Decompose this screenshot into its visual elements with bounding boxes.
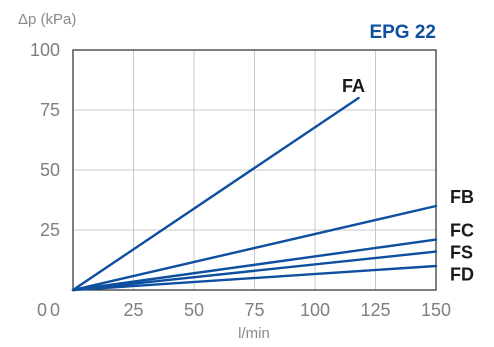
y-tick-label: 75 — [40, 100, 60, 120]
series-line-fa — [71, 96, 360, 292]
grid — [73, 50, 436, 290]
series-label-fs: FS — [450, 243, 473, 263]
y-tick-label: 0 — [50, 300, 60, 320]
y-axis-label: Δp (kPa) — [18, 11, 76, 28]
series-label-fa: FA — [342, 76, 365, 96]
x-tick-label: 150 — [421, 300, 451, 320]
series-line-fb — [71, 204, 438, 292]
series-label-fb: FB — [450, 187, 474, 207]
x-axis-label: l/min — [238, 325, 270, 342]
tick-labels: 0 25 50 75 100 125 150 0 25 50 75 100 — [30, 40, 451, 320]
series-lines — [71, 96, 438, 292]
series-line-fs — [71, 250, 438, 292]
series-label-fc: FC — [450, 221, 474, 241]
x-tick-label: 0 — [37, 300, 47, 320]
y-tick-label: 25 — [40, 220, 60, 240]
x-tick-label: 50 — [184, 300, 204, 320]
series-line-fc — [71, 238, 438, 292]
plot-frame — [72, 49, 437, 291]
chart-title: EPG 22 — [369, 22, 436, 43]
series-line-fd — [71, 264, 438, 292]
x-tick-label: 125 — [360, 300, 390, 320]
y-tick-label: 100 — [30, 40, 60, 60]
x-tick-label: 75 — [244, 300, 264, 320]
x-tick-label: 100 — [300, 300, 330, 320]
x-tick-label: 25 — [123, 300, 143, 320]
series-label-fd: FD — [450, 265, 474, 285]
y-tick-label: 50 — [40, 160, 60, 180]
